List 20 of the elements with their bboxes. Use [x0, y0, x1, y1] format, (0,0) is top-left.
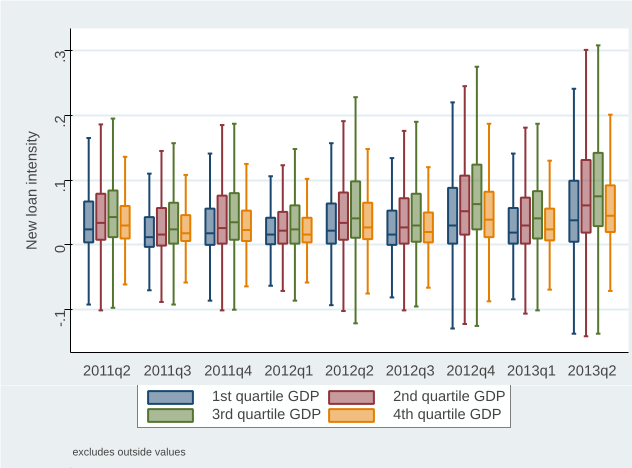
y-tick-label: .3 [53, 50, 69, 63]
x-tick-label: 2013q2 [568, 364, 617, 380]
legend-label: 3rd quartile GDP [212, 407, 322, 423]
x-tick-label: 2011q3 [144, 364, 192, 380]
y-tick-label: .1 [53, 180, 69, 192]
x-tick-label: 2013q1 [507, 364, 556, 380]
y-tick-label: 0 [53, 244, 69, 254]
legend-label: 1st quartile GDP [212, 389, 320, 405]
text: excludes outside values [72, 446, 186, 458]
x-tick-label: 2012q2 [325, 364, 374, 380]
x-tick-label: 2011q4 [204, 364, 252, 380]
x-tick-label: 2012q1 [264, 364, 314, 380]
x-tick-label: 2012q4 [446, 364, 496, 380]
x-tick-label: 2012q3 [386, 364, 435, 380]
y-tick-label: -.1 [53, 310, 69, 327]
legend-label: 4th quartile GDP [393, 407, 502, 423]
y-axis-title: New loan intensity [24, 130, 40, 250]
legend-label: 2nd quartile GDP [393, 389, 506, 405]
x-tick-label: 2011q2 [82, 364, 131, 380]
y-tick-label: .2 [53, 115, 69, 128]
